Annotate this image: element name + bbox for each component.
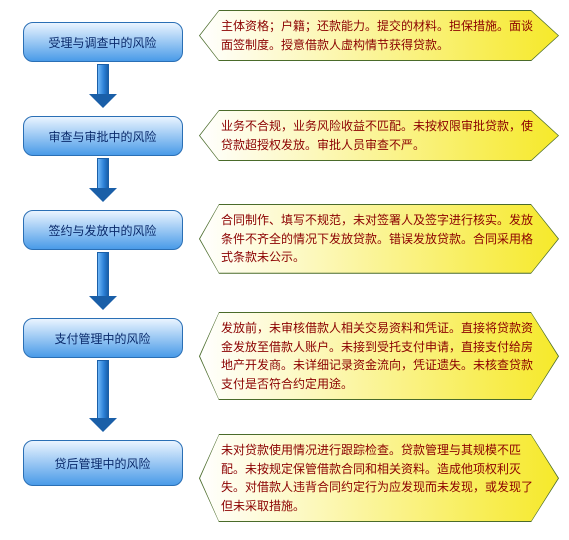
stage-box-0: 受理与调查中的风险 [23,22,183,62]
flow-arrow-1 [89,158,117,202]
stage-desc-hex-1: 业务不合规，业务风险收益不匹配。未按权限审批贷款，使贷款超授权发放。审批人员审查… [199,110,559,161]
stage-box-1: 审查与审批中的风险 [23,116,183,156]
stage-desc-text-4: 未对贷款使用情况进行跟踪检查。贷款管理与其规模不匹配。未按规定保管借款合同和相关… [199,434,559,522]
stage-desc-hex-4: 未对贷款使用情况进行跟踪检查。贷款管理与其规模不匹配。未按规定保管借款合同和相关… [199,434,559,522]
stage-desc-hex-0: 主体资格；户籍；还款能力。提交的材料。担保措施。面谈面签制度。授意借款人虚构情节… [199,10,559,61]
stage-box-3: 支付管理中的风险 [23,318,183,358]
stage-desc-text-3: 发放前，未审核借款人相关交易资料和凭证。直接将贷款资金发放至借款人账户。未接到受… [199,312,559,400]
flow-arrow-0 [89,64,117,108]
stage-desc-text-0: 主体资格；户籍；还款能力。提交的材料。担保措施。面谈面签制度。授意借款人虚构情节… [199,10,559,61]
stage-desc-hex-3: 发放前，未审核借款人相关交易资料和凭证。直接将贷款资金发放至借款人账户。未接到受… [199,312,559,400]
stage-desc-text-2: 合同制作、填写不规范，未对签署人及签字进行核实。发放条件不齐全的情况下发放贷款。… [199,204,559,274]
flow-arrow-2 [89,252,117,310]
stage-box-4: 贷后管理中的风险 [23,440,183,486]
flow-arrow-3 [89,360,117,432]
stage-box-2: 签约与发放中的风险 [23,210,183,250]
stage-desc-text-1: 业务不合规，业务风险收益不匹配。未按权限审批贷款，使贷款超授权发放。审批人员审查… [199,110,559,161]
stage-desc-hex-2: 合同制作、填写不规范，未对签署人及签字进行核实。发放条件不齐全的情况下发放贷款。… [199,204,559,274]
